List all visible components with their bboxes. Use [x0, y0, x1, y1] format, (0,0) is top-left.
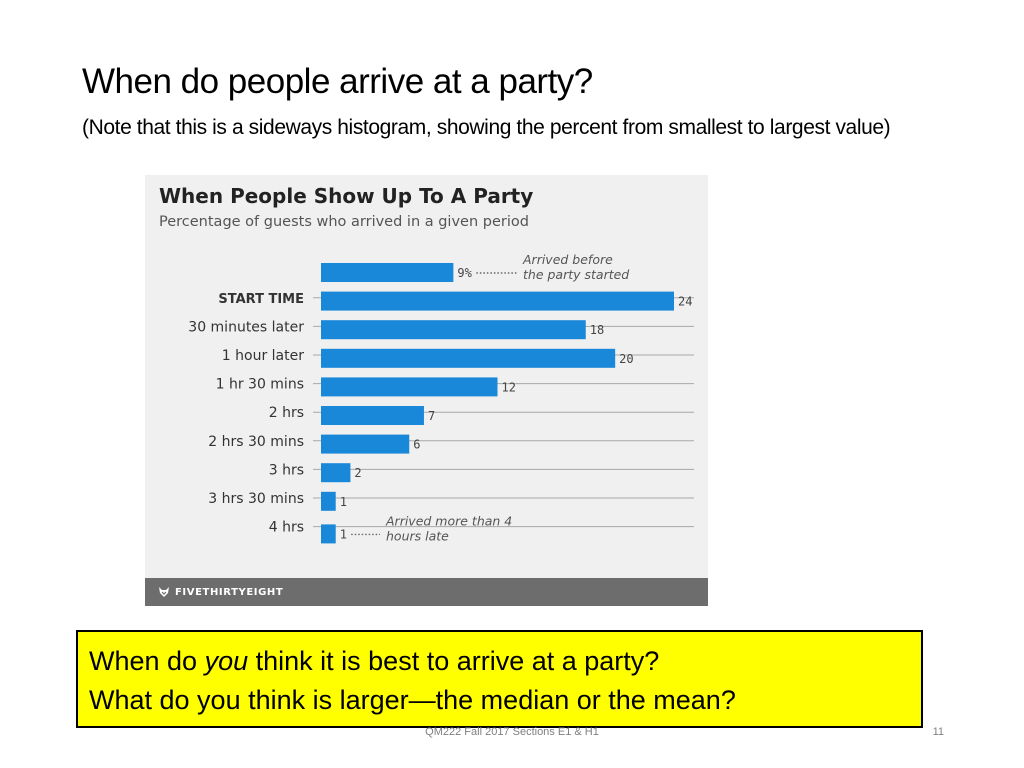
time-label: 30 minutes later [188, 319, 304, 335]
annotation-text: the party started [523, 267, 629, 282]
question-line-2: What do you think is larger—the median o… [89, 685, 736, 715]
bar [321, 406, 424, 425]
bar-value-label: 2 [354, 466, 361, 480]
fivethirtyeight-fox-icon [159, 587, 169, 597]
chart-subtitle: Percentage of guests who arrived in a gi… [159, 214, 529, 230]
bar-value-label: 20 [619, 352, 633, 366]
slide-number: 11 [932, 726, 944, 738]
bar-value-label: 7 [428, 409, 435, 423]
time-label: START TIME [218, 292, 304, 307]
bar [321, 377, 498, 397]
bar-value-label: 12 [502, 380, 516, 394]
bar-value-label: 1 [340, 527, 347, 541]
bar [321, 434, 410, 454]
bar [321, 263, 454, 282]
bar-value-label: 6 [413, 438, 420, 452]
chart-title: When People Show Up To A Party [159, 184, 533, 208]
bar [321, 320, 586, 340]
time-label: 1 hour later [222, 348, 304, 364]
chart-panel: When People Show Up To A Party Percentage… [145, 175, 708, 606]
bar [321, 491, 336, 511]
question-line-1: When do you think it is best to arrive a… [89, 646, 660, 676]
emphasis-you: you [204, 646, 249, 676]
time-label: 3 hrs [269, 462, 304, 478]
bar [321, 524, 336, 544]
bar [321, 463, 351, 483]
bar [321, 348, 616, 368]
annotation-text: Arrived more than 4 [385, 513, 512, 528]
chart-footer-bar: FIVETHIRTYEIGHT [145, 578, 708, 606]
question-box: When do you think it is best to arrive a… [76, 630, 923, 728]
slide-subtitle: (Note that this is a sideways histogram,… [82, 116, 891, 139]
annotation-text: hours late [386, 528, 449, 543]
party-arrival-chart: When People Show Up To A Party Percentage… [159, 184, 694, 544]
bar [321, 291, 674, 311]
bar-value-label: 18 [590, 323, 604, 337]
bar-value-label: 9% [457, 266, 472, 280]
time-label: 1 hr 30 mins [216, 377, 304, 393]
bar-value-label: 1 [340, 495, 347, 509]
annotation-text: Arrived before [522, 252, 613, 267]
time-label: 2 hrs [269, 405, 304, 421]
brand-name: FIVETHIRTYEIGHT [175, 586, 284, 598]
bar-value-label: 24 [678, 295, 692, 309]
time-label: 3 hrs 30 mins [208, 491, 304, 507]
time-label: 4 hrs [269, 520, 304, 536]
slide-footer: QM222 Fall 2017 Sections E1 & H1 [425, 726, 599, 738]
time-label: 2 hrs 30 mins [208, 434, 304, 450]
slide-title: When do people arrive at a party? [82, 62, 593, 101]
